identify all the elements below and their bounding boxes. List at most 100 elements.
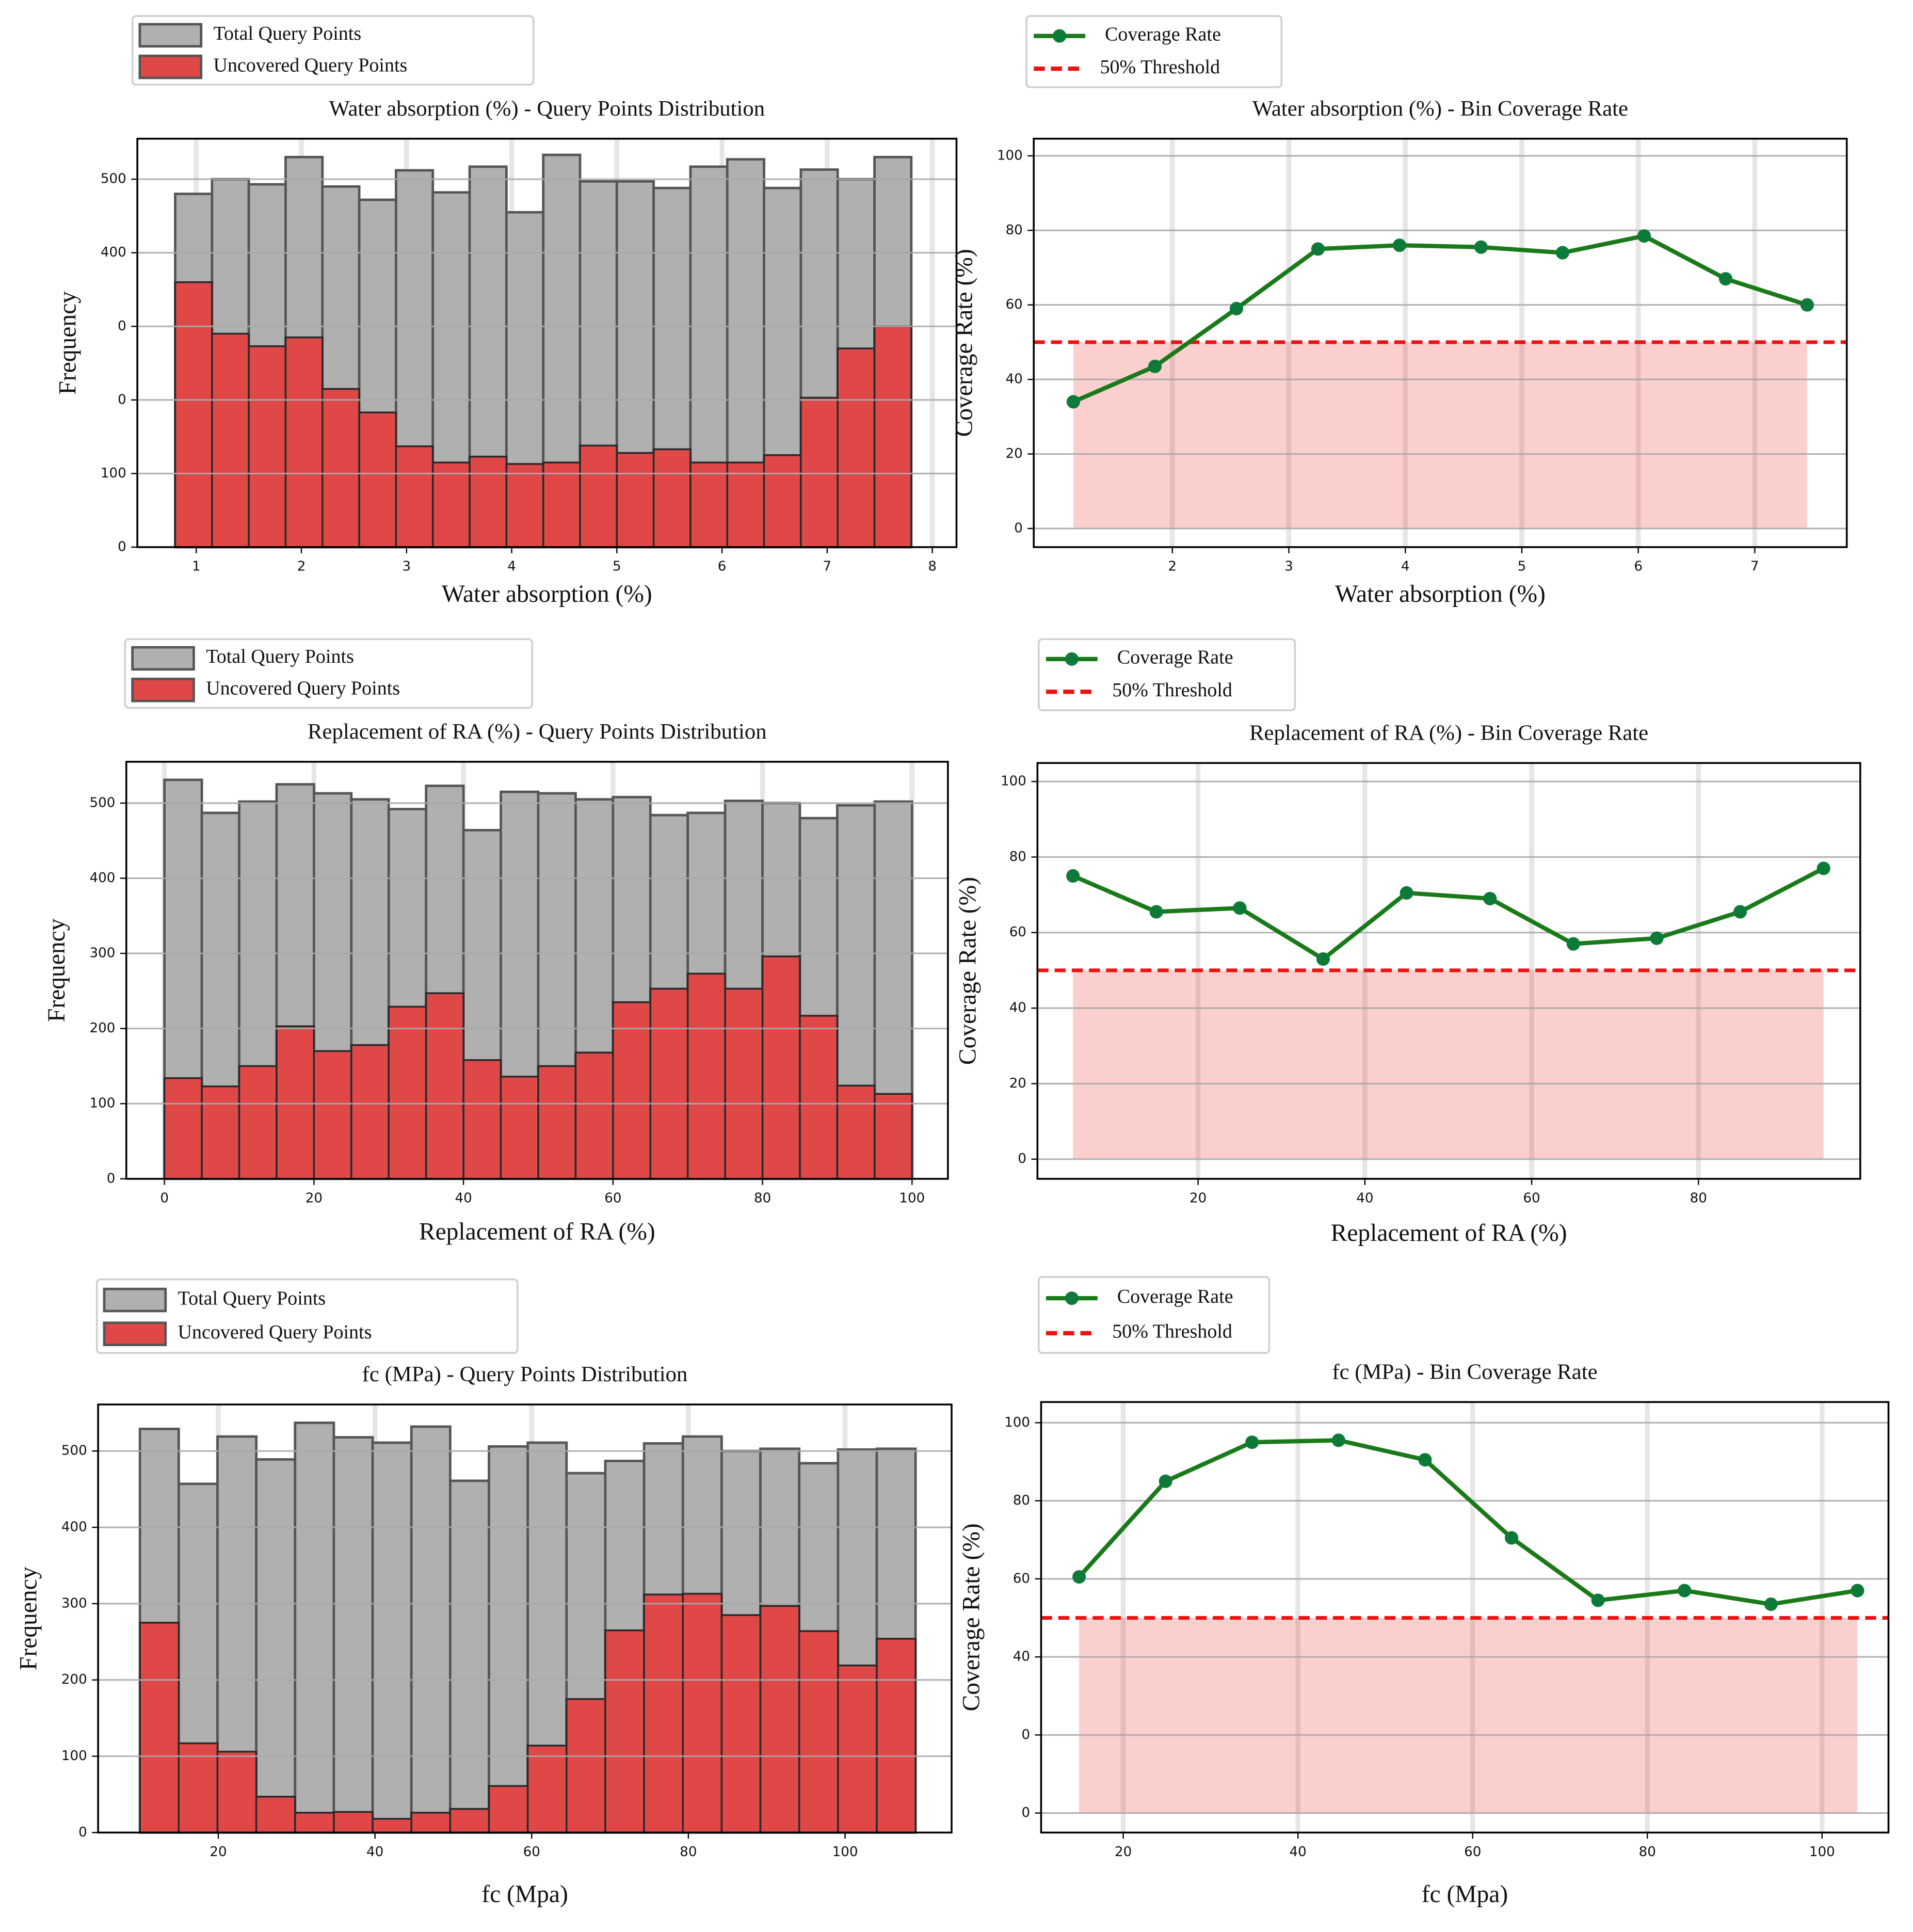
y-tick-label: 0 (118, 392, 126, 407)
coverage-point (1816, 861, 1830, 875)
y-tick-label: 500 (61, 1443, 87, 1459)
histogram-bar (649, 987, 689, 1180)
y-tick-label: 0 (1018, 1151, 1026, 1167)
legend-label: Total Query Points (178, 1287, 326, 1309)
histogram-bar (255, 1796, 296, 1834)
chart-title: Water absorption (%) - Bin Coverage Rate (1252, 97, 1628, 121)
histogram-bar (837, 347, 876, 548)
y-tick-label: 500 (101, 171, 126, 187)
x-tick-label: 3 (402, 559, 411, 574)
x-tick-label: 20 (1115, 1844, 1132, 1860)
x-tick-label: 80 (1639, 1844, 1656, 1860)
histogram-bar (726, 461, 765, 548)
y-tick-label: 0 (1021, 1727, 1030, 1743)
histogram-bar (799, 1015, 839, 1180)
coverage-point (1650, 931, 1664, 945)
coverage-point (1392, 238, 1407, 252)
y-tick-label: 0 (107, 1171, 116, 1186)
y-tick-label: 0 (1014, 520, 1023, 536)
histogram-bar (431, 461, 471, 548)
histogram-bar (332, 1436, 374, 1834)
coverage-point (1718, 272, 1733, 286)
coverage-point (1066, 395, 1081, 409)
histogram-bar (526, 1745, 568, 1834)
legend-label: Coverage Rate (1117, 1286, 1233, 1307)
legend-box (1025, 15, 1282, 88)
histogram-bar (321, 388, 360, 548)
y-tick-label: 300 (61, 1595, 87, 1611)
legend-swatch (103, 1321, 167, 1346)
plot-frame (97, 1403, 953, 1834)
histogram-bar (448, 1479, 490, 1834)
legend-label: 50% Threshold (1112, 1321, 1232, 1343)
histogram-bar (488, 1445, 529, 1834)
histogram-bar (686, 972, 726, 1180)
y-tick-label: 40 (1006, 372, 1023, 387)
legend-label: Uncovered Query Points (213, 54, 407, 76)
x-tick-label: 8 (928, 559, 937, 574)
plot-frame (1036, 762, 1861, 1180)
chart-title: Replacement of RA (%) - Bin Coverage Rat… (1249, 721, 1648, 745)
coverage-point (1733, 905, 1747, 919)
histogram-bar (604, 1629, 645, 1834)
histogram-bar (211, 332, 250, 548)
y-tick-label: 400 (61, 1520, 87, 1535)
below-threshold-band (1079, 1618, 1858, 1813)
y-tick-label: 100 (997, 148, 1023, 163)
coverage-point (1474, 240, 1488, 254)
legend-swatch (131, 646, 195, 671)
x-tick-label: 40 (1290, 1844, 1307, 1860)
x-axis-label: Water absorption (%) (442, 581, 652, 608)
chart-title: fc (MPa) - Bin Coverage Rate (1332, 1360, 1597, 1384)
legend-swatch (131, 677, 195, 702)
coverage-point (1316, 952, 1330, 966)
y-tick-label: 80 (1009, 849, 1026, 865)
x-tick-label: 20 (210, 1844, 227, 1860)
coverage-point (1245, 1435, 1259, 1449)
histogram-bar (410, 1425, 452, 1834)
plot-area (1037, 763, 1860, 1179)
x-tick-label: 20 (1189, 1190, 1207, 1206)
coverage-point (1311, 242, 1325, 256)
x-tick-label: 5 (1518, 559, 1526, 574)
legend-box (1037, 1276, 1271, 1354)
coverage-point (1555, 246, 1570, 260)
x-tick-label: 7 (1750, 559, 1759, 574)
histogram-bar (174, 281, 213, 548)
y-tick-label: 20 (1009, 1076, 1026, 1091)
coverage-point (1066, 869, 1080, 883)
histogram-bar (371, 1441, 413, 1834)
histogram-bar (425, 992, 464, 1180)
x-axis-label: Replacement of RA (%) (419, 1219, 655, 1246)
legend-swatch (138, 54, 203, 79)
legend-box (124, 638, 534, 709)
legend-box (95, 1278, 519, 1354)
histogram-bar (643, 1593, 684, 1834)
histogram-bar (488, 1785, 529, 1834)
histogram-bar (763, 454, 802, 548)
legend-box (131, 15, 535, 86)
histogram-bar (616, 452, 655, 548)
y-tick-label: 100 (61, 1748, 87, 1764)
x-tick-label: 2 (297, 559, 306, 574)
x-tick-label: 80 (754, 1190, 771, 1206)
histogram-bar (837, 1664, 878, 1834)
y-axis-label: Coverage Rate (%) (958, 1523, 985, 1711)
legend-label: Coverage Rate (1105, 23, 1221, 45)
legend-label: Total Query Points (213, 23, 361, 44)
y-axis-label: Frequency (15, 1567, 42, 1670)
y-axis-label: Coverage Rate (%) (955, 877, 982, 1065)
x-tick-label: 7 (823, 559, 832, 574)
y-tick-label: 80 (1013, 1493, 1030, 1508)
coverage-point (1637, 229, 1651, 243)
histogram-bar (469, 455, 508, 548)
histogram-bar (388, 1005, 427, 1180)
y-tick-label: 20 (1006, 446, 1023, 461)
chart-title: Replacement of RA (%) - Query Points Dis… (308, 720, 767, 744)
histogram-bar (500, 1076, 539, 1180)
plot-frame (1040, 1401, 1890, 1834)
y-tick-label: 100 (101, 466, 126, 481)
x-tick-label: 20 (306, 1190, 323, 1206)
histogram-bar (238, 1065, 278, 1180)
legend-marker (1053, 29, 1067, 43)
